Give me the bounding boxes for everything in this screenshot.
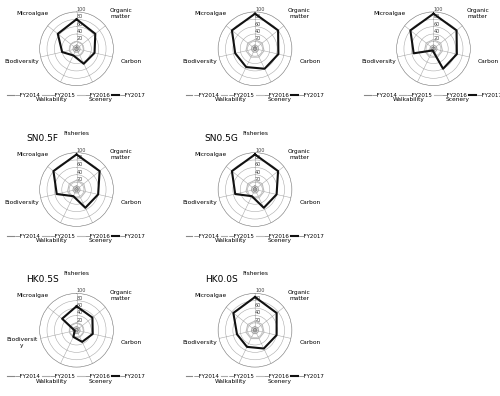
Text: HK0.5S: HK0.5S xyxy=(26,275,59,284)
Text: SN0.5G: SN0.5G xyxy=(205,134,238,143)
Legend: —FY2014, —FY2015, —FY2016, —FY2017: —FY2014, —FY2015, —FY2016, —FY2017 xyxy=(8,374,146,379)
Legend: —FY2014, —FY2015, —FY2016, —FY2017: —FY2014, —FY2015, —FY2016, —FY2017 xyxy=(186,374,324,379)
Legend: —FY2014, —FY2015, —FY2016, —FY2017: —FY2014, —FY2015, —FY2016, —FY2017 xyxy=(364,93,500,98)
Text: SN1.0S: SN1.0S xyxy=(26,0,59,2)
Legend: —FY2014, —FY2015, —FY2016, —FY2017: —FY2014, —FY2015, —FY2016, —FY2017 xyxy=(186,234,324,238)
Text: SN0.5F: SN0.5F xyxy=(26,134,58,143)
Text: SN0.0S: SN0.0S xyxy=(384,0,416,2)
Legend: —FY2014, —FY2015, —FY2016, —FY2017: —FY2014, —FY2015, —FY2016, —FY2017 xyxy=(8,234,146,238)
Legend: —FY2014, —FY2015, —FY2016, —FY2017: —FY2014, —FY2015, —FY2016, —FY2017 xyxy=(8,93,146,98)
Legend: —FY2014, —FY2015, —FY2016, —FY2017: —FY2014, —FY2015, —FY2016, —FY2017 xyxy=(186,93,324,98)
Text: HK0.0S: HK0.0S xyxy=(205,275,238,284)
Text: SN0.5S: SN0.5S xyxy=(205,0,238,2)
